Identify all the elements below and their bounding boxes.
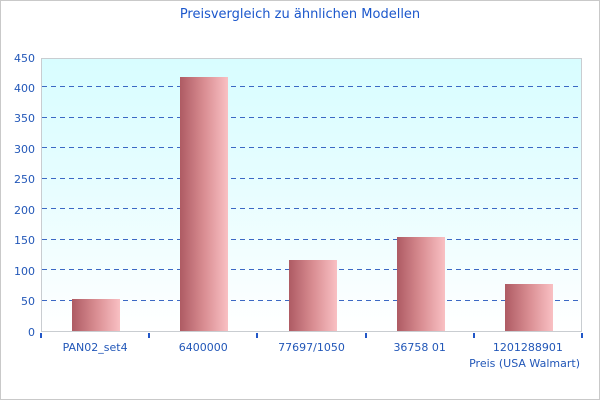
- bar-PAN02_set4: [72, 298, 121, 331]
- bar-77697/1050: [288, 260, 337, 331]
- y-tick-label: 50: [21, 295, 35, 309]
- y-tick-label: 400: [14, 81, 35, 95]
- y-tick-label: 250: [14, 173, 35, 187]
- gridline-400: [42, 86, 581, 88]
- bar-1201288901: [504, 284, 553, 331]
- x-axis-tick: [581, 333, 583, 338]
- x-tick-label: 77697/1050: [278, 341, 345, 354]
- y-tick-label: 450: [14, 51, 35, 65]
- y-tick-label: 0: [28, 325, 35, 339]
- y-tick-label: 300: [14, 142, 35, 156]
- gridline-150: [42, 238, 581, 240]
- x-axis-tick: [472, 333, 475, 338]
- bar-36758 01: [396, 236, 445, 331]
- y-tick-label: 200: [14, 203, 35, 217]
- gridline-350: [42, 116, 581, 118]
- plot-area: [41, 58, 582, 332]
- y-tick-label: 150: [14, 234, 35, 248]
- y-tick-label: 100: [14, 264, 35, 278]
- gridline-200: [42, 208, 581, 210]
- x-axis-tick: [148, 333, 151, 338]
- x-tick-label: 1201288901: [492, 341, 563, 354]
- x-axis-tick: [40, 333, 42, 338]
- chart-title: Preisvergleich zu ähnlichen Modellen: [179, 7, 421, 22]
- x-axis-tick: [256, 333, 259, 338]
- y-tick-label: 350: [14, 112, 35, 126]
- x-tick-label: 6400000: [178, 341, 228, 354]
- gridline-300: [42, 147, 581, 149]
- x-tick-label: PAN02_set4: [62, 341, 128, 354]
- x-axis-title: Preis (USA Walmart): [469, 357, 580, 370]
- gridline-250: [42, 177, 581, 179]
- x-axis-tick: [364, 333, 367, 338]
- bar-6400000: [180, 77, 229, 331]
- x-tick-label: 36758 01: [393, 341, 446, 354]
